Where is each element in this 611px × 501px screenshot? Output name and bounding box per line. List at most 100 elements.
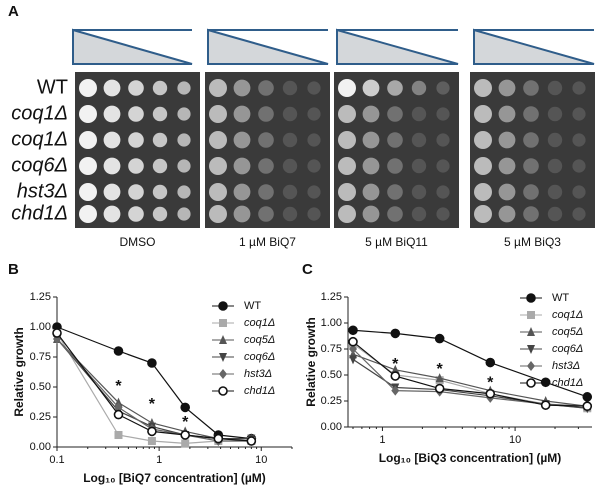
colony-spot [103,131,121,149]
marker [213,433,224,444]
colony-spot [258,158,274,174]
colony-spot [258,132,274,148]
colony-spot [498,105,516,123]
colony-spot [79,79,97,97]
colony-spot [474,131,492,149]
significance-mark: * [392,356,399,373]
colony-spot [177,81,191,95]
colony-spot [474,205,492,223]
marker [348,325,358,336]
colony-spot [307,81,321,95]
marker [582,392,593,402]
x-tick-label: 0.1 [49,454,64,466]
strain-label: hst3Δ [17,180,68,202]
colony-spot [209,79,227,97]
strain-label: WT [37,76,68,98]
plates [75,72,595,228]
colony-spot [307,185,321,199]
colony-spot [209,157,227,175]
colony-spot [128,80,144,96]
colony-spot [209,131,227,149]
colony-spot [233,205,251,223]
colony-spot [572,133,586,147]
colony-spot [79,105,97,123]
x-tick-label: 10 [509,434,521,446]
x-axis-label: Log₁₀ [BiQ7 concentration] (µM) [83,471,266,485]
condition-label: 1 µM BiQ7 [239,235,296,249]
marker [147,437,156,445]
colony-spot [498,131,516,149]
colony-spot [498,79,516,97]
colony-spot [177,159,191,173]
gradient-triangle [336,28,459,65]
series-line [56,326,252,440]
colony-spot [387,184,403,200]
marker [52,328,62,338]
colony-spot [338,205,356,223]
colony-spot [547,132,563,148]
significance-mark: * [182,414,189,431]
condition-label: 5 µM BiQ3 [504,235,561,249]
colony-spot [209,205,227,223]
marker [582,401,593,412]
marker [526,378,536,388]
colony-spot [411,206,427,222]
colony-spot [103,105,121,123]
colony-spot [547,106,563,122]
legend-label: WT [244,300,261,312]
y-tick-label: 1.00 [30,321,51,333]
y-tick-label: 0.00 [30,441,51,453]
marker [540,400,551,410]
colony-spot [547,206,563,222]
marker [390,371,401,381]
legend-label: coq5Δ [244,334,275,346]
y-axis-label: Relative growth [304,317,318,406]
colony-spot [282,132,298,148]
colony-spot [152,158,168,174]
colony-spot [258,206,274,222]
colony-spot [79,131,97,149]
y-tick-label: 0.75 [321,343,342,355]
marker [527,361,535,371]
colony-spot [387,206,403,222]
marker [485,388,496,399]
x-tick-label: 1 [156,454,162,466]
series-line [56,332,252,442]
colony-spot [387,132,403,148]
y-tick-label: 0.25 [321,395,342,407]
marker [147,358,157,368]
marker [114,431,123,439]
colony-spot [411,80,427,96]
colony-spot [177,207,191,221]
colony-spot [547,80,563,96]
colony-spot [547,158,563,174]
colony-spot [362,79,380,97]
colony-spot [387,80,403,96]
colony-spot [152,206,168,222]
y-tick-label: 1.00 [321,317,342,329]
colony-spot [209,105,227,123]
colony-spot [572,107,586,121]
marker [180,430,190,440]
colony-spot [572,81,586,95]
colony-spot [362,205,380,223]
colony-spot [177,133,191,147]
x-tick-label: 10 [255,454,267,466]
marker [219,369,227,379]
panel-label: A [8,3,19,20]
panel-label: B [8,261,19,278]
plate-image [205,72,330,228]
strain-label: coq1Δ [11,102,68,124]
colony-spot [572,185,586,199]
marker [527,345,535,354]
y-tick-label: 1.25 [321,291,342,303]
colony-spot [362,131,380,149]
legend-label: coq1Δ [244,317,275,329]
significance-mark: * [487,375,494,392]
colony-spot [387,158,403,174]
y-axis-label: Relative growth [12,327,26,416]
colony-spot [338,105,356,123]
plate-image [75,72,200,228]
marker [527,327,535,336]
gradient-triangles [72,28,595,65]
